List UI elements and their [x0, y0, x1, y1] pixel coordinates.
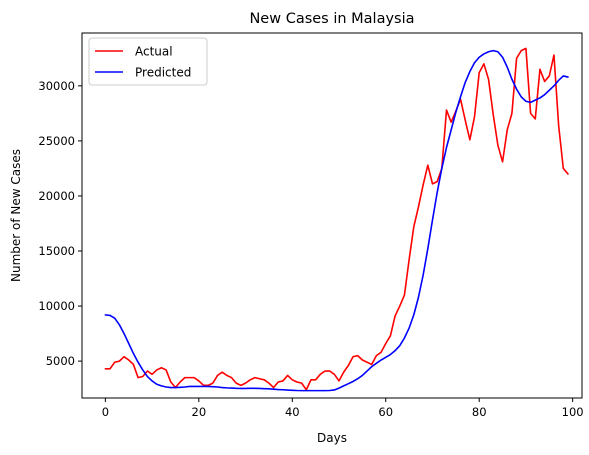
- y-axis-label: Number of New Cases: [9, 149, 23, 282]
- y-tick-label: 15000: [38, 244, 75, 258]
- x-tick-label: 40: [285, 405, 300, 419]
- chart-title: New Cases in Malaysia: [249, 11, 414, 27]
- legend-box: [88, 37, 208, 86]
- plot-area: [104, 47, 569, 392]
- x-tick-label: 20: [192, 405, 207, 419]
- y-tick-label: 30000: [38, 79, 75, 93]
- x-tick-label: 80: [472, 405, 487, 419]
- y-tick-label: 10000: [38, 299, 75, 313]
- series-line-predicted: [104, 49, 569, 392]
- y-tick-label: 5000: [46, 354, 75, 368]
- x-tick-label: 60: [378, 405, 393, 419]
- legend: Actual Predicted: [88, 37, 208, 86]
- plot-frame: [81, 32, 583, 399]
- legend-label-predicted: Predicted: [135, 66, 191, 80]
- y-tick-label: 25000: [38, 134, 75, 148]
- x-tick-label: 100: [562, 405, 584, 419]
- x-axis-label: Days: [317, 431, 347, 445]
- legend-label-actual: Actual: [135, 45, 173, 59]
- y-tick-label: 20000: [38, 189, 75, 203]
- x-tick-label: 0: [102, 405, 109, 419]
- axis-ticks: 0 20 40 60 80 100 5000 10000 15000 20000 25000 3000…: [38, 79, 583, 419]
- series-line-actual: [104, 47, 569, 391]
